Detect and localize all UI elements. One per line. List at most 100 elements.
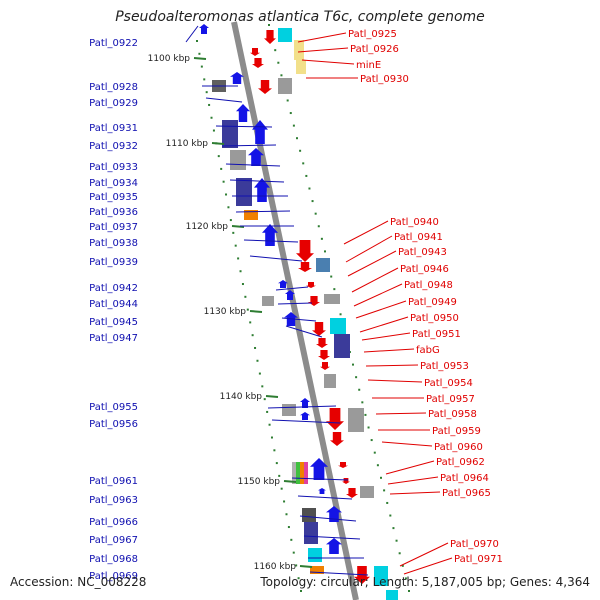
right-gene-label: Patl_0971 (454, 554, 503, 565)
left-leader-line (185, 25, 199, 43)
right-gene-label: Patl_0940 (390, 217, 439, 228)
ring-dot (239, 270, 242, 273)
kbp-label: 1140 kbp (220, 392, 263, 402)
left-gene-label: Patl_0955 (89, 402, 138, 413)
ring-dot (285, 513, 288, 516)
left-leader-line (243, 239, 299, 243)
right-leader-line (389, 491, 441, 495)
reverse-gene-arrow (298, 262, 312, 272)
cog-feature-box (330, 318, 346, 334)
ring-dot (229, 219, 232, 222)
right-leader-line (297, 47, 349, 53)
ring-dot (268, 24, 270, 26)
cog-feature-box (324, 374, 336, 388)
kbp-label: 1100 kbp (148, 54, 191, 64)
right-leader-line (351, 267, 399, 293)
left-leader-line (303, 535, 361, 540)
left-gene-label: Patl_0944 (89, 299, 138, 310)
right-gene-label: Patl_0954 (424, 378, 473, 389)
forward-gene-arrow (278, 280, 288, 288)
kbp-tick (249, 310, 263, 313)
reverse-gene-arrow (252, 58, 264, 68)
ring-dot (330, 275, 333, 278)
right-gene-label: Patl_0941 (394, 232, 443, 243)
right-leader-line (363, 348, 415, 353)
ring-dot (339, 313, 342, 316)
gene-labels: Patl_0922 Patl_0928 Patl_0929 Patl_0931 Patl… (89, 29, 503, 582)
ring-dot (355, 376, 358, 379)
ring-dot (364, 413, 367, 416)
reverse-gene-arrow (330, 432, 344, 446)
ring-dot (401, 564, 404, 567)
ring-dot (278, 474, 281, 477)
cog-feature-box (348, 408, 364, 432)
ring-dot (217, 155, 220, 158)
ring-dot (292, 124, 295, 127)
ring-dot (263, 398, 266, 401)
right-gene-label: Patl_0949 (408, 297, 457, 308)
ring-dot (274, 49, 277, 52)
left-leader-line (275, 286, 309, 291)
cog-feature-box (236, 178, 252, 206)
left-leader-line (281, 317, 317, 322)
left-leader-line (235, 210, 291, 213)
right-gene-label: Patl_0957 (426, 394, 475, 405)
ring-dot (232, 231, 235, 234)
left-gene-label: Patl_0935 (89, 192, 138, 203)
ring-dot (367, 426, 370, 429)
right-leader-line (345, 235, 393, 263)
kbp-tick (211, 142, 225, 145)
accession-label: Accession: NC_008228 (10, 575, 147, 589)
reverse-gene-arrow (338, 462, 348, 468)
ring-dot (386, 501, 389, 504)
reverse-gene-arrow (308, 296, 320, 306)
kbp-tick (265, 395, 279, 398)
backbone-ring (231, 21, 359, 600)
kbp-label: 1160 kbp (254, 562, 297, 572)
ring-dot (392, 527, 395, 530)
reverse-gene-arrow (346, 488, 358, 498)
left-gene-label: Patl_0922 (89, 38, 138, 49)
ring-dot (222, 180, 225, 183)
right-gene-label: Patl_0970 (450, 539, 499, 550)
ring-dot (373, 451, 376, 454)
ring-dot (254, 346, 257, 349)
ring-dot (249, 321, 252, 324)
ring-dot (237, 257, 240, 260)
cog-feature-box (304, 462, 308, 484)
left-gene-label: Patl_0938 (89, 238, 138, 249)
cog-feature-box (302, 508, 316, 522)
right-gene-label: Patl_0953 (420, 361, 469, 372)
left-leader-line (205, 97, 243, 103)
left-leader-line (229, 179, 285, 183)
left-gene-label: Patl_0947 (89, 333, 138, 344)
right-gene-label: Patl_0958 (428, 409, 477, 420)
right-gene-label: Patl_0965 (442, 488, 491, 499)
ring-dot (246, 308, 249, 311)
ring-dot (268, 423, 271, 426)
genome-title: Pseudoalteromonas atlantica T6c, complet… (115, 9, 485, 25)
left-leader-line (215, 125, 273, 128)
reverse-gene-arrow (306, 282, 316, 288)
ring-dot (389, 514, 392, 517)
reverse-gene-arrow (326, 408, 344, 430)
forward-gene-arrow (318, 488, 326, 494)
cog-feature-box (282, 404, 296, 416)
cog-feature-box (386, 590, 398, 600)
ring-dot (317, 225, 320, 228)
reverse-gene-arrow (316, 338, 328, 348)
ring-dot (283, 500, 286, 503)
right-leader-line (365, 364, 419, 367)
reverse-gene-arrow (318, 350, 330, 360)
right-leader-line (367, 379, 423, 383)
left-leader-line (297, 495, 353, 500)
ring-dot (196, 40, 198, 42)
ring-dot (398, 552, 401, 555)
cog-feature-box (230, 150, 246, 170)
right-leader-line (347, 250, 397, 277)
right-gene-label: Patl_0951 (412, 329, 461, 340)
ring-dot (287, 526, 290, 529)
ring-dot (208, 103, 211, 106)
right-leader-line (301, 59, 355, 65)
